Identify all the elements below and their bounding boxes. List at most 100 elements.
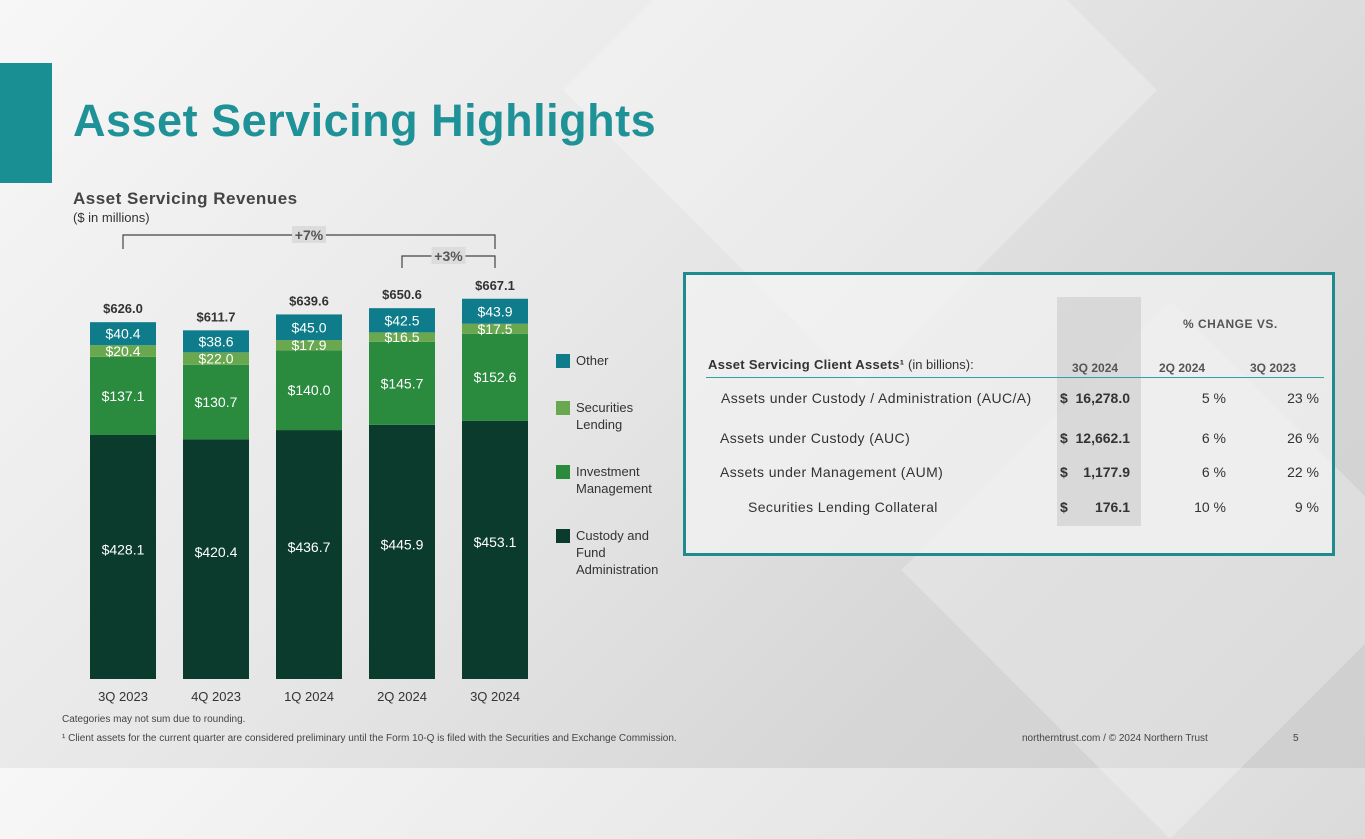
bar-segment-investment-management [369, 341, 435, 425]
bar-segment-investment-management [462, 333, 528, 421]
data-label-investment-management: $140.0 [288, 382, 331, 398]
legend-swatch-custody [556, 529, 570, 543]
legend-label-other: Other [576, 353, 609, 368]
chart-subtitle: ($ in millions) [73, 210, 150, 225]
total-label: $611.7 [196, 309, 235, 324]
data-label-custody: $445.9 [381, 536, 424, 552]
data-label-other: $43.9 [477, 303, 512, 319]
row-change-year: 9 % [1294, 499, 1319, 515]
x-tick-label: 3Q 2023 [98, 689, 148, 704]
accent-bar [0, 63, 52, 183]
data-label-custody: $420.4 [195, 544, 238, 560]
bar-segment-custody [183, 439, 249, 679]
row-value: 12,662.1 [1075, 430, 1131, 446]
footnote-client-assets: ¹ Client assets for the current quarter … [62, 733, 677, 744]
x-tick-label: 3Q 2024 [470, 689, 520, 704]
revenue-bar-chart: $428.1 $137.1 $20.4$40.4 $626.0 3Q 2023 $420.… [90, 226, 528, 704]
data-label-other: $42.5 [384, 312, 419, 328]
data-label-custody: $453.1 [474, 534, 517, 550]
total-label: $639.6 [289, 293, 329, 308]
bar-segment-other [183, 330, 249, 353]
data-label-securities-lending: $20.4 [105, 343, 140, 359]
bar-segment-securities-lending [90, 345, 156, 357]
data-label-other: $45.0 [291, 319, 326, 335]
growth-label: +7% [295, 227, 324, 243]
data-label-other: $38.6 [198, 333, 233, 349]
row-change-quarter: 10 % [1194, 499, 1226, 515]
row-change-quarter: 5 % [1201, 390, 1226, 406]
row-value: 176.1 [1094, 499, 1130, 515]
data-label-investment-management: $145.7 [381, 375, 424, 391]
data-label-securities-lending: $17.9 [291, 337, 326, 353]
data-label-custody: $436.7 [288, 539, 331, 555]
data-label-custody: $428.1 [102, 542, 145, 558]
data-label-investment-management: $130.7 [195, 394, 238, 410]
page-number: 5 [1293, 733, 1299, 744]
total-label: $626.0 [103, 301, 143, 316]
data-label-securities-lending: $22.0 [198, 351, 233, 367]
legend-label-investment-management: Investment Management [576, 464, 652, 496]
row-dollar: $ [1060, 499, 1068, 515]
row-value: 16,278.0 [1075, 390, 1131, 406]
table-title-bold: Asset Servicing Client Assets¹ [708, 357, 905, 372]
bar-segment-investment-management [90, 356, 156, 435]
row-change-year: 26 % [1287, 430, 1319, 446]
bar-segment-securities-lending [276, 340, 342, 351]
bar-segment-securities-lending [369, 332, 435, 342]
row-label: Assets under Custody (AUC) [720, 430, 911, 446]
column-header-3q2023: 3Q 2023 [1250, 361, 1297, 375]
bar-segment-custody [276, 430, 342, 679]
x-tick-label: 1Q 2024 [284, 689, 334, 704]
column-header-2q2024: 2Q 2024 [1159, 361, 1206, 375]
growth-label-background [292, 226, 326, 243]
row-label: Assets under Custody / Administration (A… [721, 390, 1032, 406]
total-label: $667.1 [475, 278, 515, 293]
growth-label-background [431, 247, 466, 264]
bar-segment-investment-management [276, 350, 342, 431]
row-dollar: $ [1060, 390, 1068, 406]
column-header-3q2024: 3Q 2024 [1072, 361, 1119, 375]
client-assets-table: % CHANGE VS. Asset Servicing Client Asse… [683, 272, 1335, 556]
legend-label-custody: Custody and Fund Administration [576, 528, 659, 577]
table-title: Asset Servicing Client Assets¹ (in billi… [708, 357, 974, 372]
data-label-investment-management: $152.6 [474, 369, 517, 385]
row-dollar: $ [1060, 430, 1068, 446]
row-label: Securities Lending Collateral [748, 499, 938, 515]
bar-segment-other [90, 322, 156, 346]
data-label-securities-lending: $16.5 [384, 329, 419, 345]
x-tick-label: 4Q 2023 [191, 689, 241, 704]
row-value: 1,177.9 [1083, 464, 1130, 480]
bar-segment-custody [369, 424, 435, 679]
table-title-rest: (in billions): [904, 357, 974, 372]
growth-label: +3% [434, 248, 463, 264]
legend-swatch-securities-lending [556, 401, 570, 415]
row-change-quarter: 6 % [1201, 464, 1226, 480]
bar-segment-custody [90, 434, 156, 679]
bar-segment-other [276, 314, 342, 341]
current-quarter-column-highlight [1057, 297, 1141, 526]
row-change-quarter: 6 % [1201, 430, 1226, 446]
data-label-investment-management: $137.1 [102, 388, 145, 404]
footnote-rounding: Categories may not sum due to rounding. [62, 714, 246, 725]
chart-title: Asset Servicing Revenues [73, 189, 298, 208]
bar-segment-securities-lending [462, 323, 528, 334]
bar-segment-investment-management [183, 364, 249, 440]
total-label: $650.6 [382, 287, 422, 302]
row-change-year: 22 % [1287, 464, 1319, 480]
row-dollar: $ [1060, 464, 1068, 480]
row-change-year: 23 % [1287, 390, 1319, 406]
footer-site[interactable]: northerntrust.com / © 2024 Northern Trus… [1022, 733, 1208, 744]
bar-segment-other [462, 298, 528, 324]
legend-swatch-investment-management [556, 465, 570, 479]
header-rule [706, 377, 1324, 378]
bar-segment-securities-lending [183, 352, 249, 365]
data-label-other: $40.4 [105, 326, 140, 342]
bar-segment-other [369, 308, 435, 333]
x-tick-label: 2Q 2024 [377, 689, 427, 704]
change-header: % CHANGE VS. [1183, 317, 1278, 331]
data-label-securities-lending: $17.5 [477, 321, 512, 337]
legend-label-securities-lending: Securities Lending [576, 400, 634, 432]
page-title: Asset Servicing Highlights [73, 95, 657, 146]
row-label: Assets under Management (AUM) [720, 464, 944, 480]
bar-segment-custody [462, 420, 528, 679]
